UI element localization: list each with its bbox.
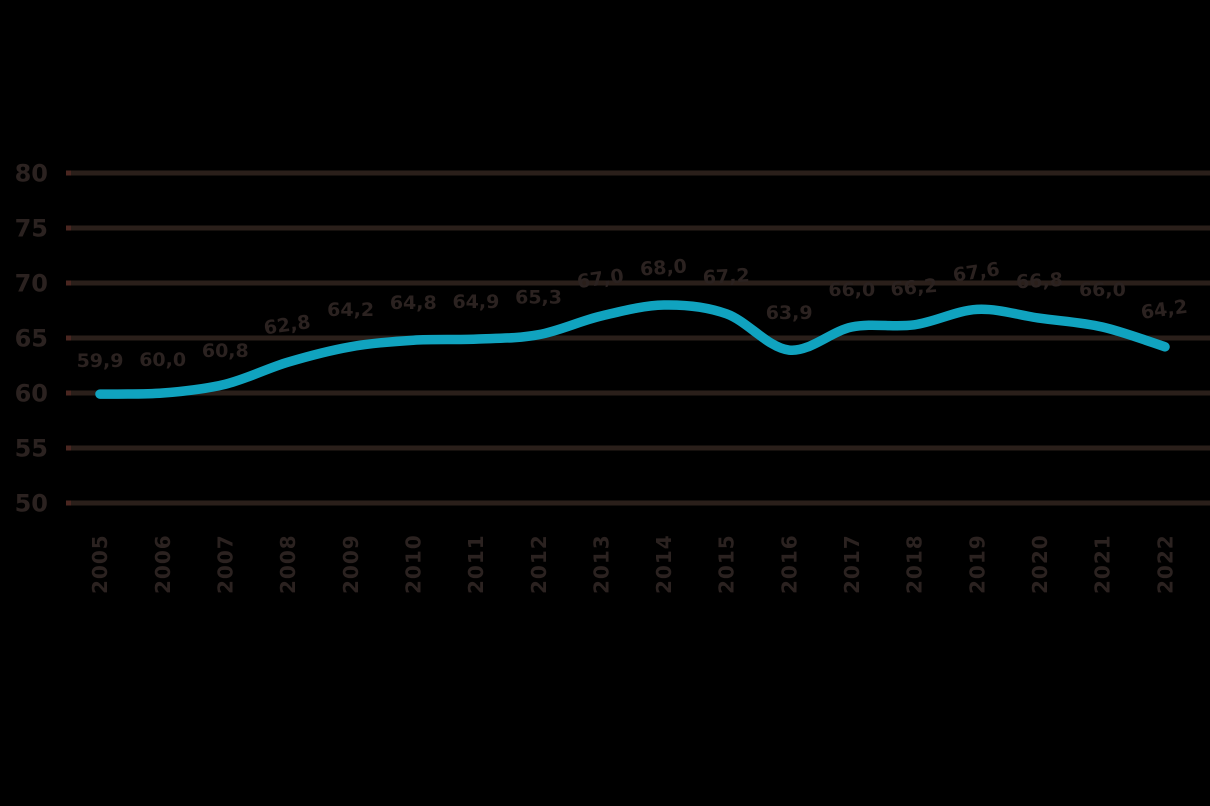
data-label: 66,0 [828, 279, 875, 301]
data-label: 65,3 [515, 287, 562, 309]
data-label: 66,2 [890, 275, 939, 301]
gridline-tick [66, 500, 71, 506]
y-axis-label: 50 [15, 490, 48, 518]
x-axis-label: 2013 [589, 534, 613, 594]
x-axis-label: 2009 [339, 534, 363, 594]
y-axis-label: 80 [15, 160, 48, 188]
y-axis-label: 75 [15, 215, 48, 243]
gridline [66, 500, 1210, 506]
data-label: 60,0 [139, 349, 186, 371]
x-axis-label: 2016 [777, 534, 801, 594]
gridline-tick [66, 445, 71, 451]
gridline-tick [66, 390, 71, 396]
data-label: 64,8 [390, 292, 437, 314]
data-label: 60,8 [202, 340, 249, 362]
gridline [66, 445, 1210, 451]
x-axis-label: 2010 [401, 534, 425, 594]
x-axis-label: 2014 [652, 534, 676, 594]
x-axis-label: 2018 [903, 534, 927, 594]
data-label: 68,0 [639, 255, 687, 280]
data-label: 67,0 [576, 265, 625, 293]
x-axis-label: 2008 [276, 534, 300, 594]
data-label: 64,9 [452, 291, 499, 313]
x-axis-label: 2019 [965, 534, 989, 594]
data-label: 63,9 [766, 302, 813, 324]
x-axis-label: 2015 [715, 534, 739, 594]
data-label: 59,9 [77, 350, 124, 372]
gridline-tick [66, 225, 71, 231]
data-label: 67,2 [702, 265, 750, 289]
y-axis-label: 60 [15, 380, 48, 408]
gridline-tick [66, 335, 71, 341]
x-axis-label: 2021 [1091, 534, 1115, 594]
data-label: 64,2 [1139, 296, 1188, 324]
x-axis-label: 2012 [527, 534, 551, 594]
series-line [95, 300, 1170, 399]
data-label: 62,8 [262, 311, 311, 339]
y-axis-label: 65 [15, 325, 48, 353]
y-axis-label: 70 [15, 270, 48, 298]
gridline [66, 335, 1210, 341]
x-axis-label: 2005 [88, 534, 112, 594]
x-axis-label: 2017 [840, 534, 864, 594]
gridline [66, 280, 1210, 286]
x-axis-label: 2020 [1028, 534, 1052, 594]
y-axis-label: 55 [15, 435, 48, 463]
data-label: 66,0 [1079, 279, 1126, 301]
x-axis-label: 2011 [464, 534, 488, 594]
gridline [66, 170, 1210, 176]
gridline-tick [66, 280, 71, 286]
data-label: 64,2 [327, 299, 374, 321]
gridline-tick [66, 170, 71, 176]
data-label: 66,8 [1015, 269, 1063, 293]
gridline [66, 225, 1210, 231]
x-axis-label: 2022 [1153, 534, 1177, 594]
gridline [66, 390, 1210, 396]
x-axis-label: 2006 [151, 534, 175, 594]
x-axis-label: 2007 [214, 534, 238, 594]
